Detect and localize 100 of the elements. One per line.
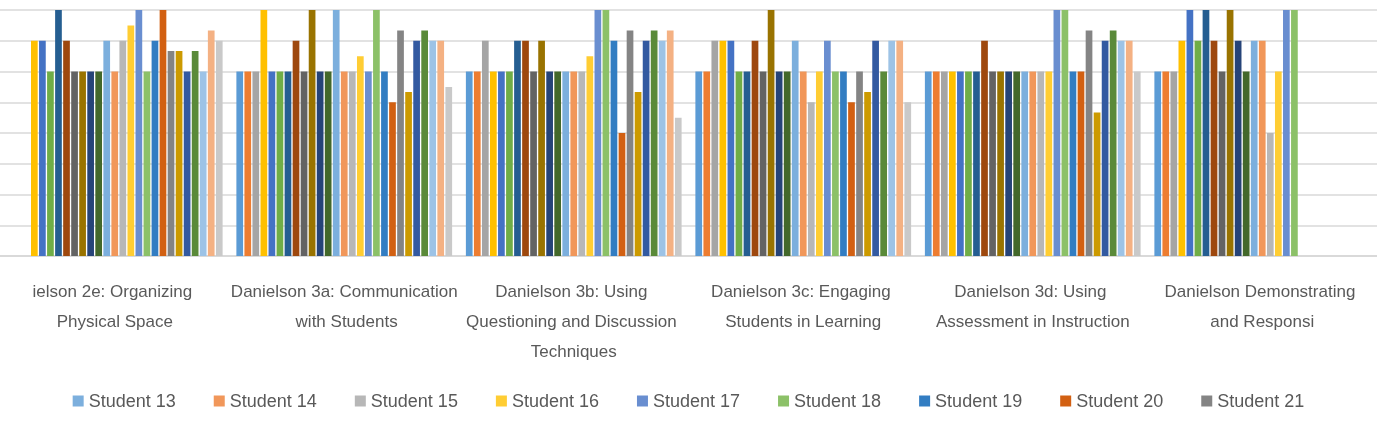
bar bbox=[1258, 40, 1266, 256]
bar bbox=[514, 40, 521, 256]
bar bbox=[650, 30, 658, 256]
bar bbox=[856, 71, 863, 256]
bar bbox=[47, 71, 54, 256]
bar bbox=[1133, 71, 1141, 256]
bar bbox=[498, 71, 505, 256]
bar bbox=[191, 51, 199, 256]
bar bbox=[465, 71, 473, 256]
bar bbox=[175, 51, 183, 256]
bar bbox=[602, 10, 610, 256]
bar bbox=[252, 71, 260, 256]
bar bbox=[932, 71, 940, 256]
bar bbox=[578, 71, 586, 256]
bar bbox=[356, 56, 364, 256]
bar bbox=[824, 40, 831, 256]
bar bbox=[103, 40, 111, 256]
legend-label: Student 14 bbox=[229, 391, 317, 411]
bar bbox=[506, 71, 513, 256]
bar bbox=[373, 10, 380, 256]
bar bbox=[1125, 40, 1133, 256]
bar bbox=[1085, 30, 1093, 256]
bar bbox=[324, 71, 332, 256]
bar bbox=[397, 30, 404, 256]
bar bbox=[965, 71, 972, 256]
x-tick-label: Danielson 3d: Using Assessment in Instruction bbox=[935, 281, 1130, 331]
bar bbox=[880, 71, 887, 256]
bar bbox=[413, 40, 420, 256]
bar bbox=[872, 40, 879, 256]
bar bbox=[888, 40, 896, 256]
bar bbox=[87, 71, 94, 256]
legend-label: Student 21 bbox=[1217, 391, 1305, 411]
bar bbox=[215, 40, 223, 256]
bar bbox=[39, 40, 46, 256]
bar bbox=[127, 25, 135, 256]
bar bbox=[365, 71, 372, 256]
bar bbox=[348, 71, 356, 256]
bar bbox=[1013, 71, 1021, 256]
bar bbox=[260, 10, 268, 256]
bar bbox=[530, 71, 537, 256]
legend-label: Student 16 bbox=[511, 391, 599, 411]
bar bbox=[1037, 71, 1045, 256]
bar bbox=[332, 10, 340, 256]
x-tick-label: Danielson 3c: Engaging Students in Learning bbox=[711, 281, 896, 331]
legend-label: Student 20 bbox=[1076, 391, 1164, 411]
bar bbox=[981, 40, 988, 256]
bar bbox=[949, 71, 956, 256]
bar bbox=[1170, 71, 1178, 256]
bar bbox=[236, 71, 244, 256]
bar bbox=[1202, 10, 1210, 256]
bar bbox=[666, 30, 674, 256]
bar bbox=[924, 71, 932, 256]
x-tick-label: ielson 2e: Organizing Physical Space bbox=[32, 281, 197, 331]
bar bbox=[562, 71, 570, 256]
bar bbox=[618, 133, 626, 256]
bar bbox=[340, 71, 348, 256]
bar bbox=[864, 91, 871, 256]
bar bbox=[791, 40, 799, 256]
bar bbox=[1005, 71, 1012, 256]
legend-label: Student 13 bbox=[88, 391, 176, 411]
bar bbox=[1053, 10, 1061, 256]
legend-label: Student 17 bbox=[652, 391, 741, 411]
x-tick-label: Danielson 3b: Using Questioning and Discussion Techniques bbox=[466, 281, 682, 361]
bar bbox=[674, 117, 682, 256]
bar bbox=[1109, 30, 1117, 256]
bar bbox=[421, 30, 428, 256]
bar bbox=[658, 40, 666, 256]
bar bbox=[1154, 71, 1162, 256]
bar bbox=[1283, 10, 1290, 256]
bar bbox=[695, 71, 703, 256]
bar bbox=[997, 71, 1004, 256]
bar bbox=[570, 71, 578, 256]
bar bbox=[703, 71, 711, 256]
bar bbox=[1117, 40, 1125, 256]
bar bbox=[973, 71, 980, 256]
bar bbox=[481, 40, 489, 256]
bar bbox=[522, 40, 529, 256]
bar bbox=[783, 71, 791, 256]
bar bbox=[111, 71, 119, 256]
bar bbox=[381, 71, 388, 256]
x-tick-label: Danielson 3a: Communication with Students bbox=[230, 281, 458, 331]
bar bbox=[594, 10, 602, 256]
bar bbox=[1250, 40, 1258, 256]
bar bbox=[199, 71, 207, 256]
bar bbox=[31, 40, 38, 256]
bar bbox=[940, 71, 948, 256]
bar bbox=[437, 40, 445, 256]
bar bbox=[473, 71, 481, 256]
bar bbox=[159, 10, 167, 256]
bar bbox=[1045, 71, 1053, 256]
bar bbox=[896, 40, 904, 256]
bar bbox=[957, 71, 964, 256]
bar bbox=[799, 71, 807, 256]
bar bbox=[1029, 71, 1037, 256]
bar bbox=[167, 51, 175, 256]
bar bbox=[244, 71, 252, 256]
bar bbox=[405, 91, 412, 256]
bar bbox=[848, 102, 855, 256]
bar bbox=[1274, 71, 1282, 256]
bar bbox=[1186, 10, 1194, 256]
